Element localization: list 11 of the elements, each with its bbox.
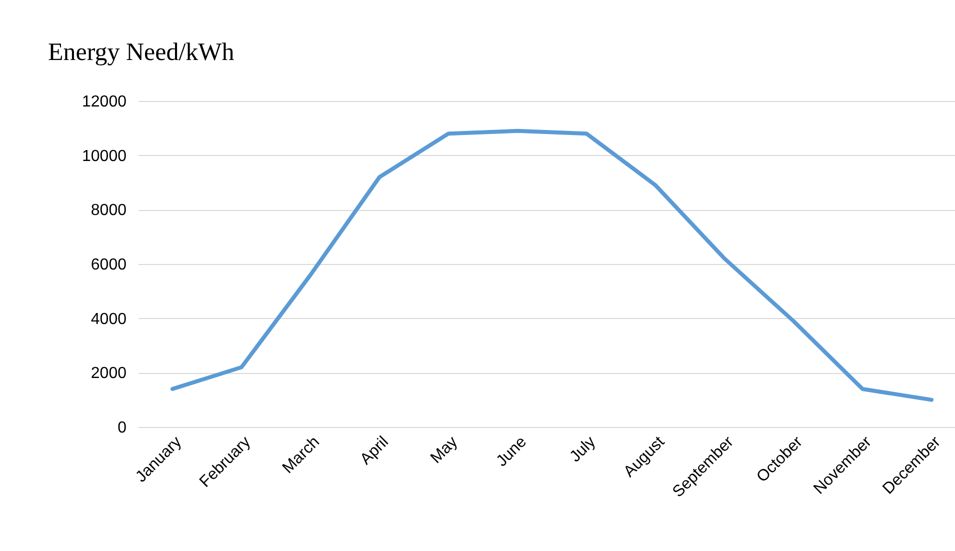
y-tick-label: 6000 [90, 256, 127, 274]
y-tick-label: 2000 [90, 365, 127, 382]
line-series [170, 128, 934, 402]
y-tick-label: 0 [118, 420, 127, 436]
y-tick-label: 8000 [90, 202, 127, 220]
x-tick-label: July [566, 434, 600, 466]
chart-title: Energy Need/kWh [48, 39, 235, 66]
x-tick-label: May [428, 434, 462, 467]
y-tick-label: 4000 [90, 310, 127, 328]
y-tick-label: 12000 [82, 94, 127, 110]
y-tick-label: 10000 [82, 148, 127, 165]
